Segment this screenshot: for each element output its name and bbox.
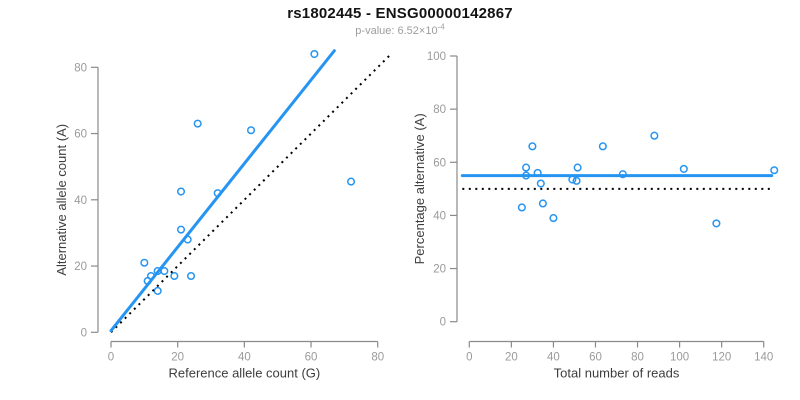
y-tick-label: 100 — [427, 51, 446, 63]
data-point — [193, 119, 202, 128]
x-tick-label: 140 — [754, 352, 773, 364]
page-title: rs1802445 - ENSG00000142867 — [287, 5, 513, 22]
data-point — [140, 258, 149, 267]
x-tick-label: 40 — [238, 352, 251, 364]
data-point — [712, 219, 721, 228]
data-point — [568, 175, 577, 184]
x-tick-label: 120 — [712, 352, 731, 364]
data-point — [528, 142, 537, 151]
x-axis-label: Total number of reads — [554, 366, 680, 381]
data-point — [160, 266, 169, 276]
y-tick-label: 40 — [433, 210, 446, 222]
data-point — [572, 176, 581, 185]
subtitle-exponent: -4 — [437, 22, 445, 32]
data-point — [176, 225, 186, 234]
plot-percentage-vs-reads: 0 20 40 60 80 100 0 20 40 60 80 100 120 140 Total numb… — [412, 51, 779, 381]
data-point — [176, 187, 186, 196]
y-axis-label: Percentage alternative (A) — [412, 113, 427, 264]
y-tick-label: 80 — [74, 62, 87, 74]
chart-header: rs1802445 - ENSG00000142867 p-value: 6.5… — [0, 5, 800, 37]
y-tick-label: 20 — [433, 264, 446, 276]
data-point — [573, 163, 582, 172]
data-point — [246, 126, 256, 135]
data-point — [598, 142, 607, 151]
y-tick-label: 60 — [74, 129, 87, 141]
y-tick-label: 40 — [74, 195, 87, 207]
page-subtitle: p-value: 6.52×10-4 — [0, 22, 800, 37]
plot-allele-counts: 0 20 40 60 80 0 20 40 60 80 Reference allele count… — [54, 49, 391, 381]
y-tick-label: 20 — [74, 261, 87, 273]
data-point — [538, 199, 547, 208]
y-tick-label: 0 — [440, 317, 446, 329]
data-point — [517, 203, 526, 212]
data-point — [650, 131, 659, 140]
x-tick-label: 40 — [547, 352, 560, 364]
regression-line — [109, 49, 336, 333]
x-tick-label: 0 — [108, 352, 114, 364]
data-point — [153, 286, 162, 295]
data-point — [346, 177, 356, 186]
data-point — [536, 179, 545, 188]
y-axis-label: Alternative allele count (A) — [54, 124, 69, 276]
data-point — [770, 166, 779, 175]
x-tick-label: 100 — [670, 352, 689, 364]
x-tick-label: 60 — [305, 352, 318, 364]
data-point — [186, 271, 196, 281]
subtitle-text: p-value: 6.52×10 — [355, 25, 438, 37]
x-tick-label: 20 — [171, 352, 184, 364]
x-tick-label: 20 — [505, 352, 518, 364]
data-point — [310, 50, 319, 59]
y-tick-label: 80 — [433, 104, 446, 116]
x-tick-label: 60 — [589, 352, 602, 364]
data-point — [522, 163, 531, 172]
data-point — [170, 271, 179, 281]
x-tick-label: 80 — [371, 352, 384, 364]
data-point — [679, 164, 688, 173]
x-tick-label: 80 — [631, 352, 644, 364]
identity-line — [110, 54, 391, 334]
data-point — [549, 214, 558, 223]
x-axis-label: Reference allele count (G) — [168, 366, 320, 381]
y-tick-label: 60 — [433, 157, 446, 169]
x-tick-label: 0 — [466, 352, 472, 364]
y-tick-label: 0 — [81, 327, 87, 339]
